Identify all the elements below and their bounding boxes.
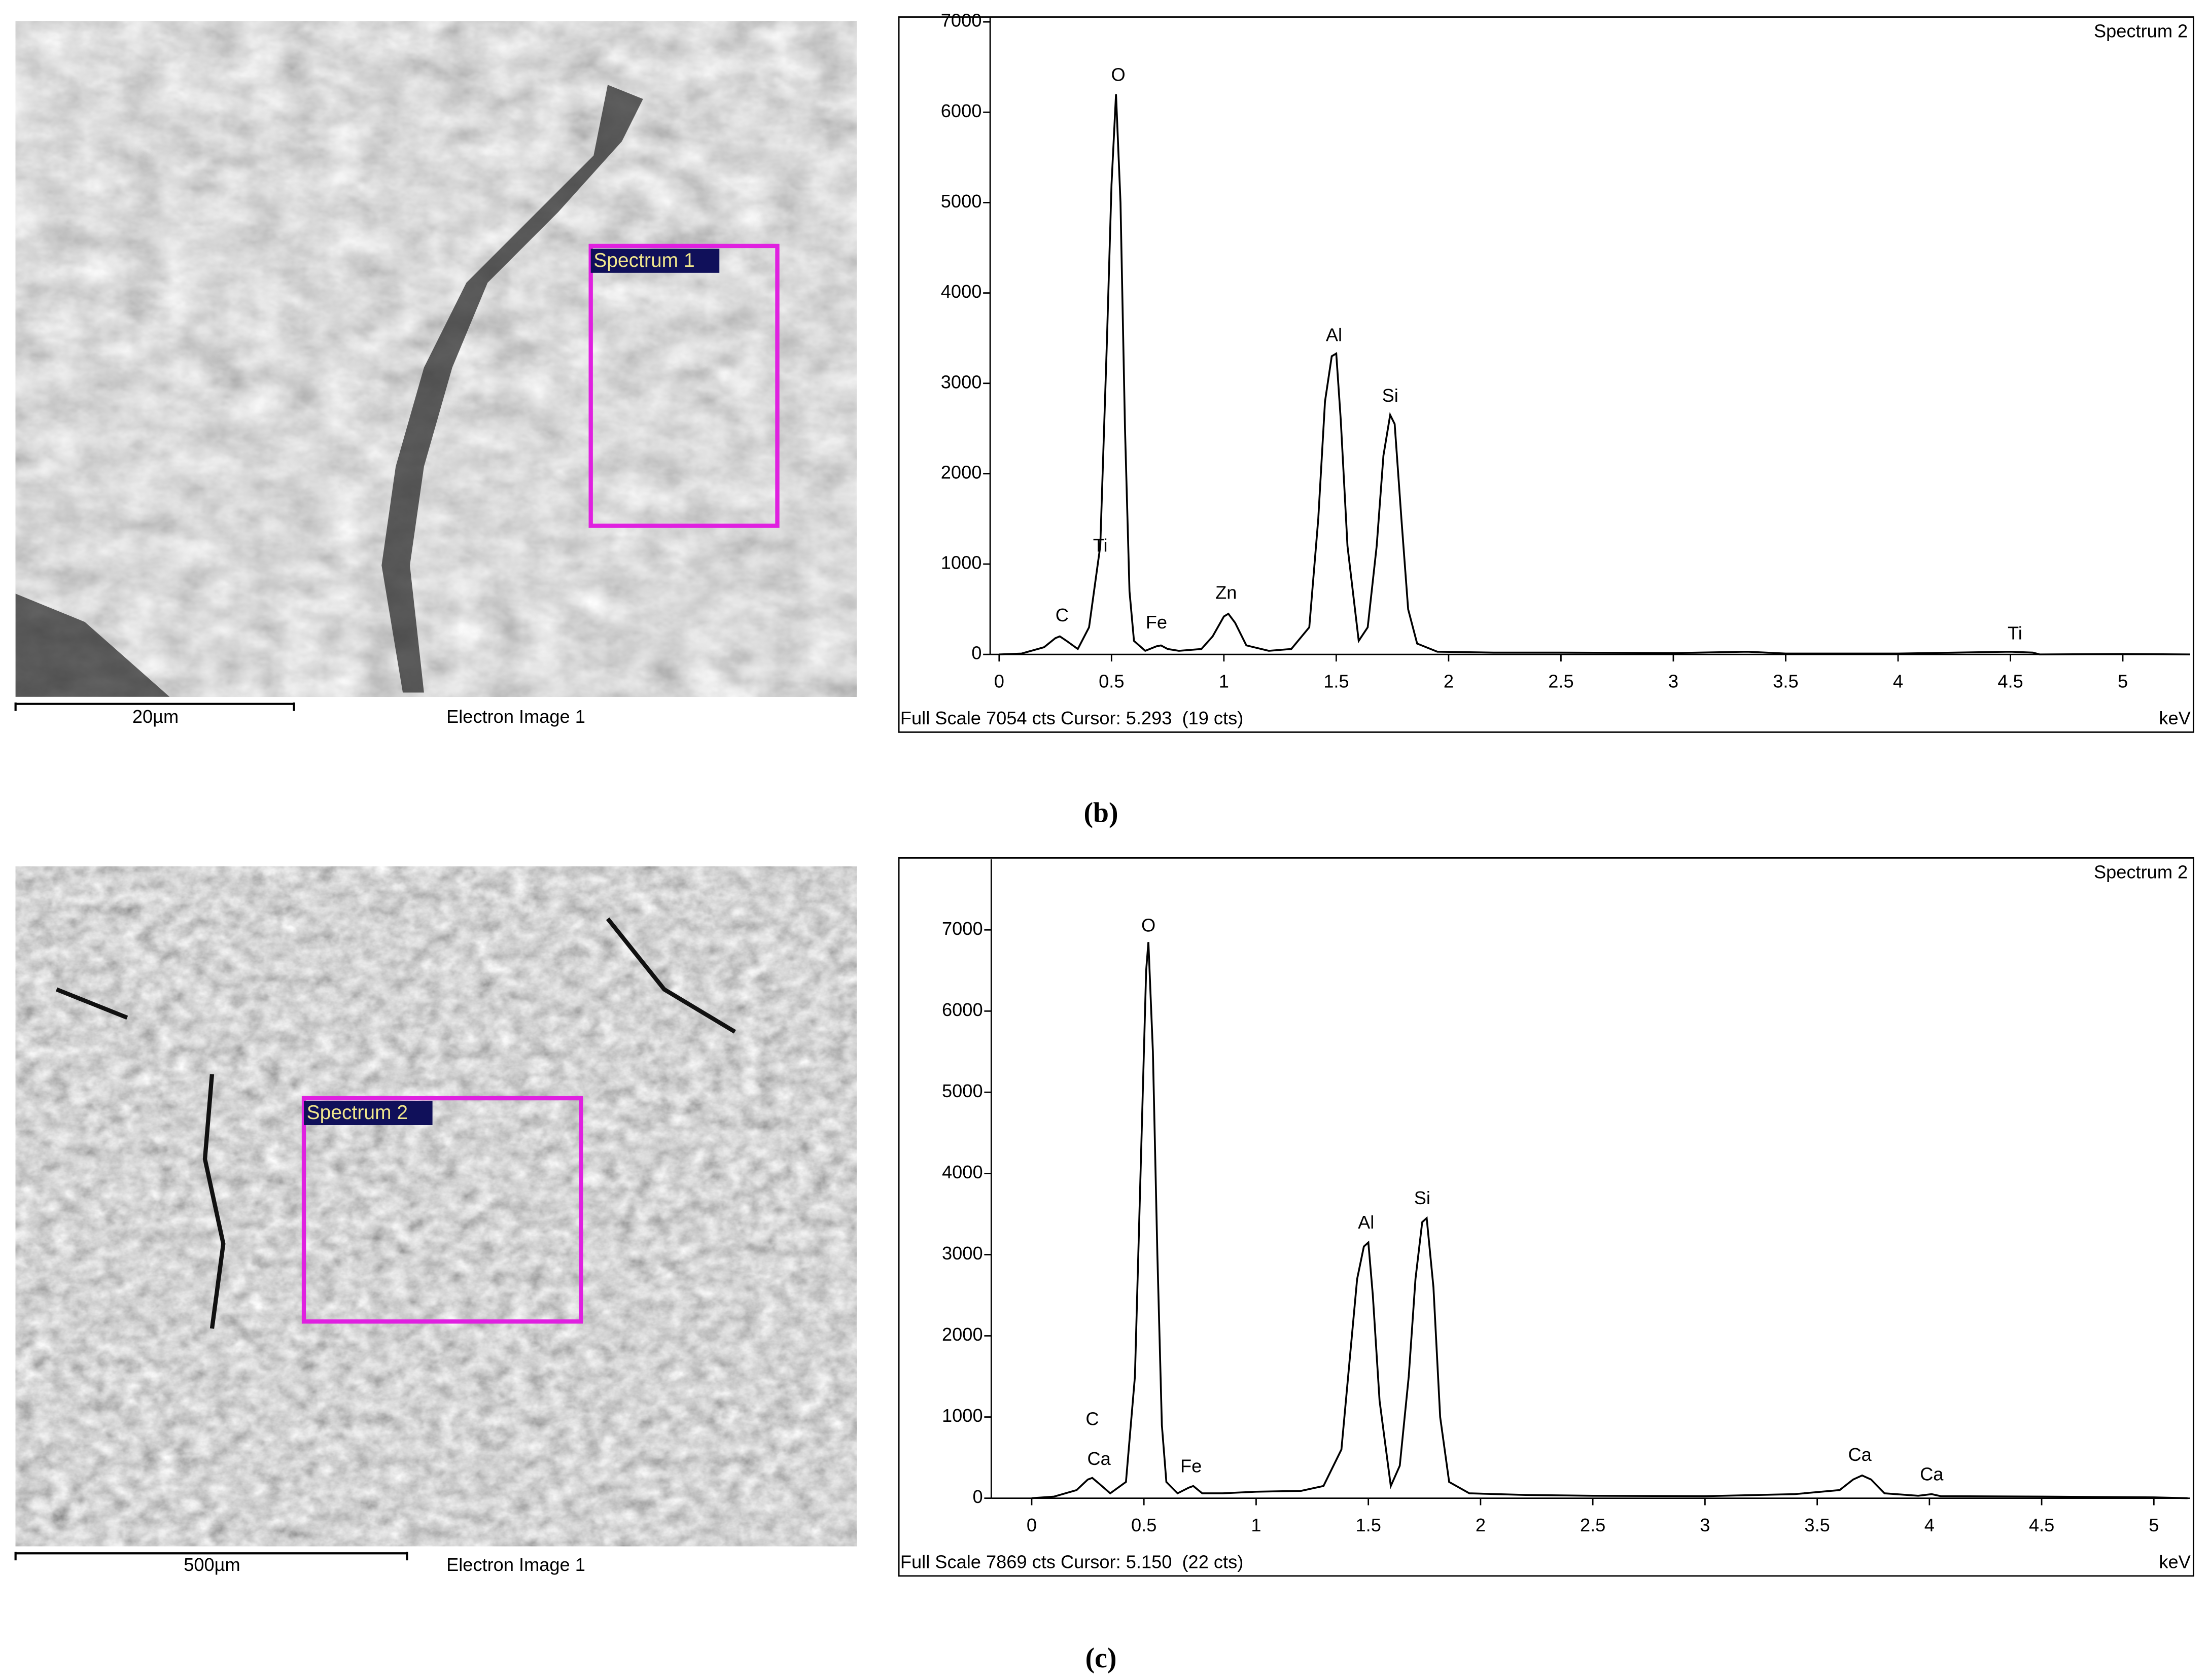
peak-label: Si [1414,1187,1430,1208]
spectrum-line [1031,942,2188,1499]
x-tick-label: 0 [994,671,1004,691]
x-tick-label: 0 [1027,1515,1037,1535]
x-tick-label: 3 [1700,1515,1710,1535]
sem-image: Spectrum 2 500µm Electron Image 1 [14,866,857,1575]
x-tick-label: 4 [1893,671,1903,691]
peak-label: Ti [1093,535,1108,556]
spectrum-label: Spectrum 1 [593,250,694,271]
scale-bar-label: 20µm [132,706,179,727]
spectrum-label: Spectrum 2 [307,1102,408,1124]
y-tick-label: 0 [971,643,981,663]
y-tick-label: 2000 [941,462,982,482]
x-tick-label: 2 [1476,1515,1486,1535]
peak-label: O [1111,64,1126,85]
x-tick-label: 3 [1668,671,1678,691]
sem-texture [15,866,857,1547]
x-tick-label: 2.5 [1548,671,1573,691]
footer: Full Scale 7054 cts Cursor: 5.293 (19 ct… [900,708,1243,728]
x-tick-label: 3.5 [1804,1515,1830,1535]
peak-label: Ti [2008,623,2022,644]
y-tick-label: 6000 [941,100,982,121]
y-tick-label: 3000 [942,1243,983,1264]
chart-title: Spectrum 2 [2094,21,2188,42]
selection-box [588,243,780,528]
x-axis-label: keV [2159,1551,2190,1572]
x-tick-label: 4.5 [2029,1515,2054,1535]
peak-label: Zn [1215,582,1237,603]
x-axis-label: keV [2159,708,2190,728]
panel-caption: (b) [1083,797,1118,829]
x-tick-label: 2 [1444,671,1454,691]
x-tick-label: 1 [1219,671,1229,691]
crack [381,85,643,693]
x-tick-label: 1.5 [1355,1515,1381,1535]
x-tick-label: 0.5 [1131,1515,1156,1535]
peak-label: C [1085,1409,1099,1429]
x-tick-label: 1 [1251,1515,1261,1535]
sem-image: Spectrum 1 20µm Electron Image 1 [14,21,857,727]
x-tick-label: 1.5 [1323,671,1349,691]
peak-label: Si [1382,385,1398,406]
scale-bar [14,702,295,711]
image-caption: Electron Image 1 [446,706,585,727]
peak-label: Fe [1146,612,1167,633]
y-tick-label: 1000 [942,1405,983,1426]
peak-label: Al [1326,325,1342,345]
x-tick-label: 4.5 [1997,671,2023,691]
x-tick-label: 5 [2149,1515,2159,1535]
panel-caption: (c) [1085,1642,1117,1674]
selection-box [301,1096,583,1324]
peak-label: Ca [1848,1444,1872,1465]
x-tick-label: 2.5 [1580,1515,1605,1535]
y-tick-label: 1000 [941,552,982,573]
crack [55,917,737,1329]
label-box [304,1101,433,1125]
x-tick-label: 4 [1924,1515,1935,1535]
peak-label: O [1141,915,1155,935]
peak-label: C [1056,605,1069,625]
chart-title: Spectrum 2 [2094,862,2188,883]
x-tick-label: 3.5 [1773,671,1798,691]
label-box [590,249,720,273]
y-tick-label: 7000 [941,10,982,31]
y-tick-label: 3000 [941,371,982,392]
y-tick-label: 2000 [942,1324,983,1345]
peak-label: Fe [1180,1455,1202,1476]
y-tick-label: 0 [972,1486,983,1507]
y-tick-label: 7000 [942,918,983,939]
peak-label: Ca [1088,1448,1111,1469]
y-tick-label: 6000 [942,999,983,1020]
y-tick-label: 5000 [942,1080,983,1101]
y-tick-label: 5000 [941,191,982,212]
x-tick-label: 0.5 [1099,671,1124,691]
scale-bar-label: 500µm [184,1554,240,1575]
peak-label: Ca [1920,1463,1944,1484]
y-tick-label: 4000 [941,281,982,302]
spectrum-line [999,94,2190,655]
x-tick-label: 5 [2118,671,2128,691]
image-caption: Electron Image 1 [446,1554,585,1575]
peak-label: Al [1358,1212,1374,1233]
shadow [15,593,170,697]
y-tick-label: 4000 [942,1162,983,1182]
scale-bar [14,1552,408,1561]
footer: Full Scale 7869 cts Cursor: 5.150 (22 ct… [900,1551,1243,1572]
plot-frame [898,16,2194,733]
plot-frame [898,857,2194,1577]
